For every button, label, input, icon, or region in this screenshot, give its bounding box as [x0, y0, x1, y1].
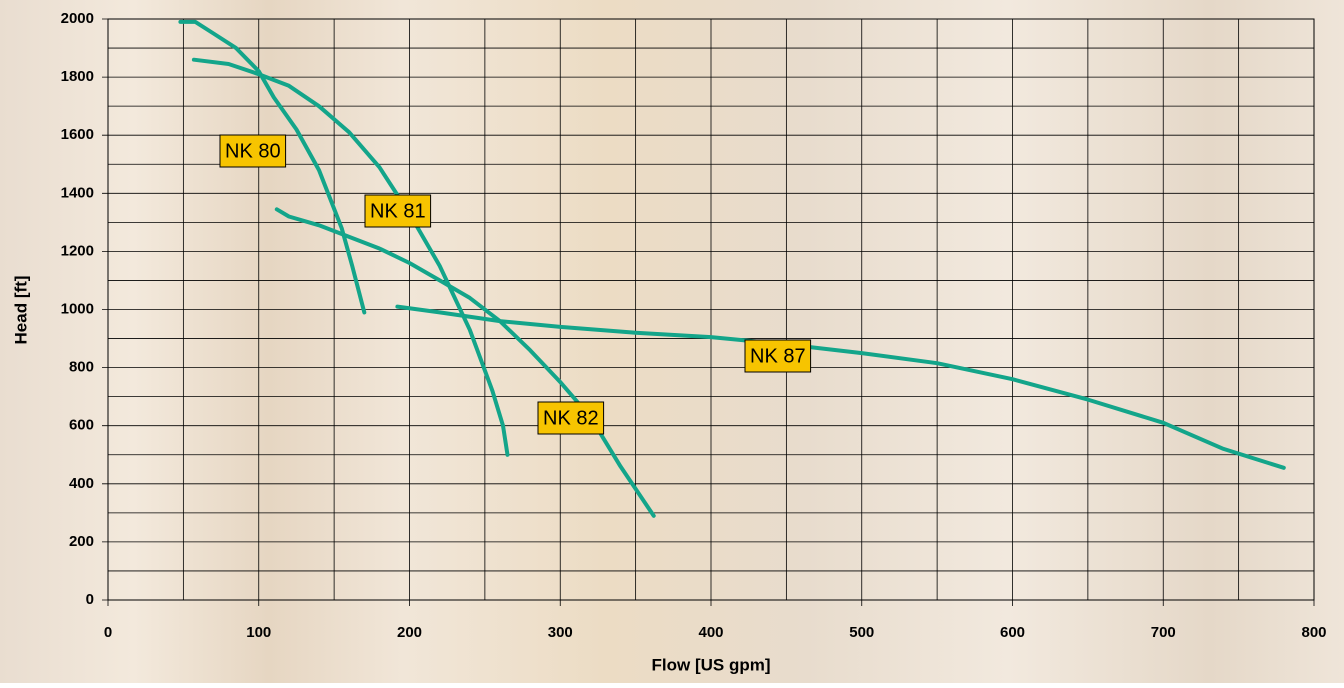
x-axis-title: Flow [US gpm]: [652, 655, 771, 674]
series-label: NK 81: [364, 194, 432, 228]
x-tick-label: 700: [1151, 624, 1176, 641]
x-tick-label: 600: [1000, 624, 1025, 641]
label-box: [744, 339, 812, 373]
x-tick-label: 300: [548, 624, 573, 641]
y-tick-label: 1000: [61, 300, 94, 317]
y-tick-label: 2000: [61, 10, 94, 27]
y-tick-label: 600: [69, 417, 94, 434]
series-label: NK 82: [537, 401, 605, 435]
y-tick-label: 1800: [61, 68, 94, 85]
x-tick-label: 100: [246, 624, 271, 641]
y-tick-label: 800: [69, 359, 94, 376]
series-line: [178, 19, 367, 315]
x-tick-label: 800: [1301, 624, 1326, 641]
y-tick-label: 1600: [61, 126, 94, 143]
y-tick-label: 200: [69, 533, 94, 550]
label-box: [537, 401, 605, 435]
label-text: NK 81: [370, 200, 426, 222]
x-tick-label: 400: [698, 624, 723, 641]
y-tick-label: 1200: [61, 242, 94, 259]
series-line: [395, 304, 1286, 470]
y-tick-label: 0: [86, 591, 94, 608]
y-tick-label: 1400: [61, 184, 94, 201]
label-box: [219, 134, 287, 168]
x-tick-label: 500: [849, 624, 874, 641]
label-box: [364, 194, 432, 228]
y-axis-title: Head [ft]: [11, 276, 30, 345]
label-text: NK 82: [543, 407, 599, 429]
y-tick-label: 400: [69, 475, 94, 492]
label-text: NK 80: [225, 140, 281, 162]
x-tick-label: 200: [397, 624, 422, 641]
label-text: NK 87: [750, 345, 806, 367]
series-label: NK 87: [744, 339, 812, 373]
series-line: [191, 57, 510, 457]
series-label: NK 80: [219, 134, 287, 168]
x-tick-label: 0: [104, 624, 112, 641]
